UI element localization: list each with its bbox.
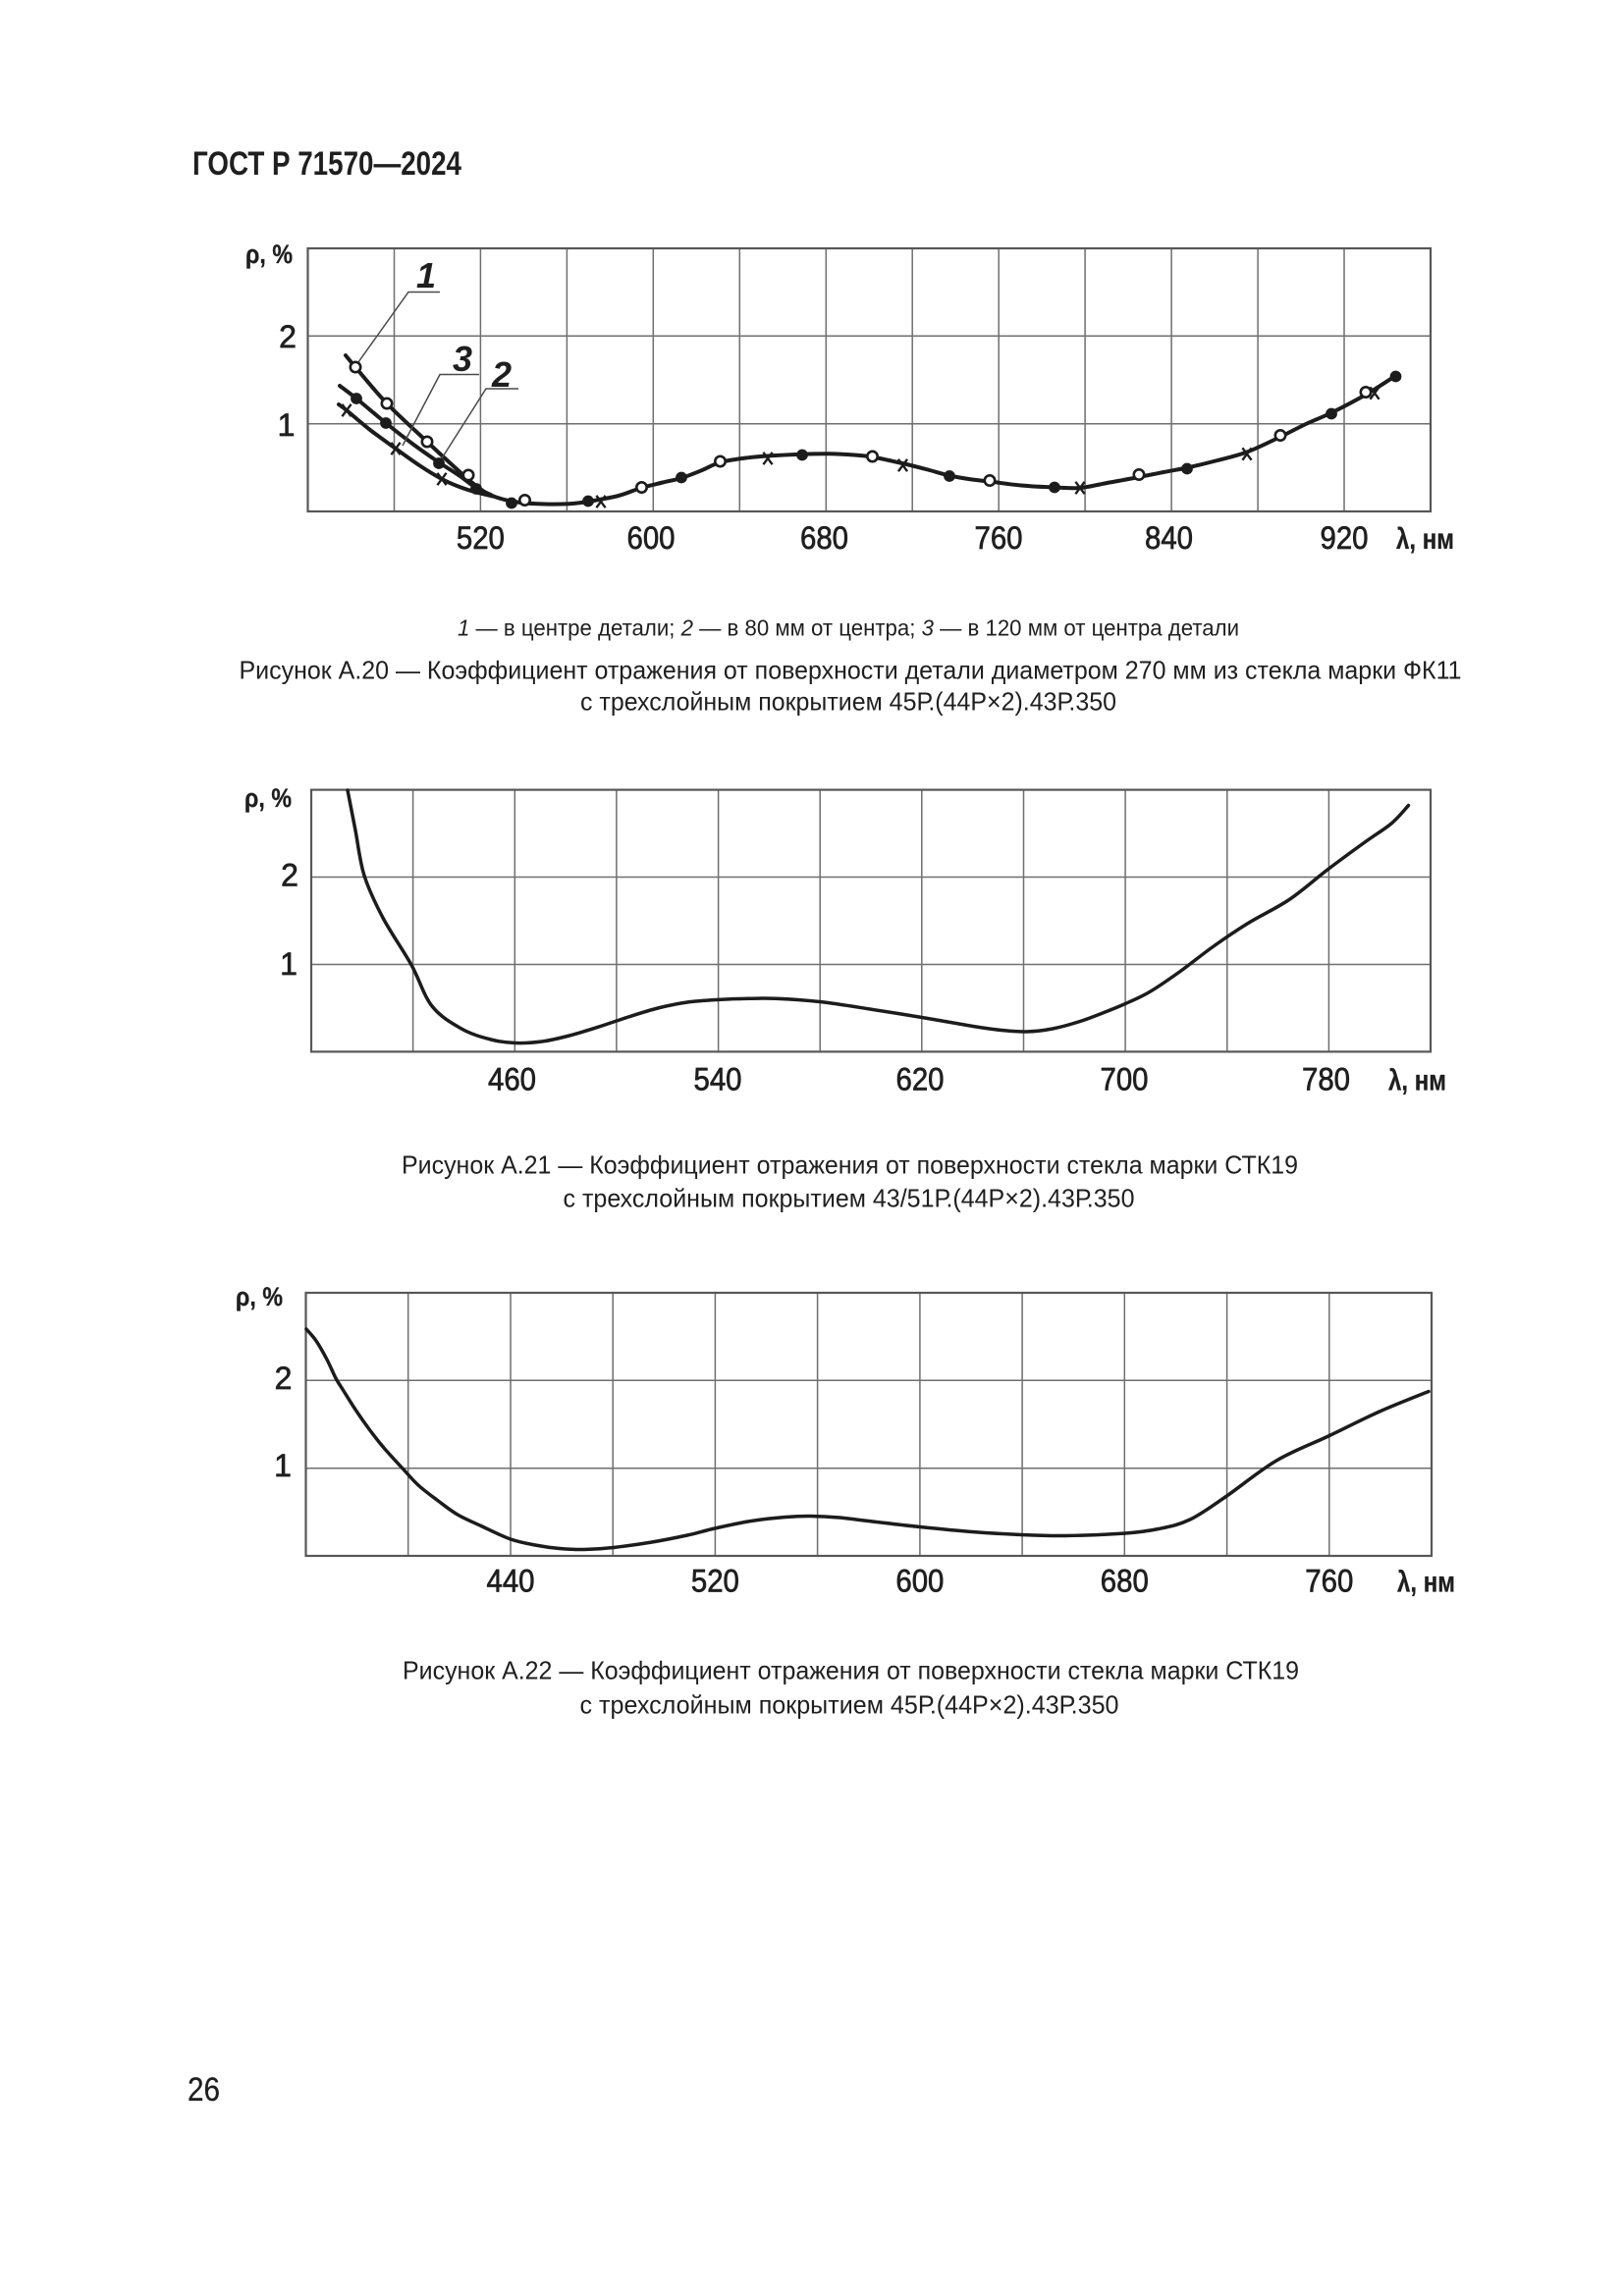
svg-text:1 — в центре детали; 2 — в 80: 1 — в центре детали; 2 — в 80 мм от цент… (458, 615, 1239, 641)
svg-text:1: 1 (416, 255, 436, 295)
svg-text:с трехслойным покрытием 45Р.(4: с трехслойным покрытием 45Р.(44Р×2).43Р.… (580, 687, 1116, 717)
svg-text:с трехслойным покрытием 45Р.(4: с трехслойным покрытием 45Р.(44Р×2).43Р.… (580, 1690, 1119, 1720)
svg-text:ρ, %: ρ, % (236, 1282, 283, 1311)
svg-text:440: 440 (487, 1564, 535, 1599)
svg-text:520: 520 (457, 520, 505, 556)
svg-text:2: 2 (491, 354, 512, 395)
svg-text:2: 2 (275, 1361, 293, 1396)
svg-text:600: 600 (627, 520, 676, 556)
svg-text:620: 620 (896, 1062, 945, 1097)
svg-text:1: 1 (280, 946, 298, 982)
svg-text:Рисунок А.22 — Коэффициент отр: Рисунок А.22 — Коэффициент отражения от … (403, 1656, 1299, 1685)
svg-text:λ, нм: λ, нм (1388, 1065, 1446, 1097)
svg-text:λ, нм: λ, нм (1396, 523, 1454, 556)
svg-text:760: 760 (975, 520, 1023, 556)
svg-text:λ, нм: λ, нм (1397, 1567, 1455, 1599)
svg-text:460: 460 (488, 1062, 536, 1097)
svg-text:600: 600 (895, 1564, 944, 1599)
svg-text:1: 1 (278, 407, 296, 443)
svg-text:1: 1 (274, 1448, 292, 1483)
svg-text:26: 26 (188, 2071, 220, 2109)
svg-text:ρ, %: ρ, % (245, 240, 293, 269)
svg-text:с трехслойным покрытием 43/51Р: с трехслойным покрытием 43/51Р.(44Р×2).4… (564, 1184, 1135, 1213)
svg-text:540: 540 (694, 1062, 742, 1097)
svg-text:760: 760 (1305, 1564, 1353, 1599)
svg-text:840: 840 (1145, 520, 1193, 556)
svg-text:700: 700 (1101, 1062, 1149, 1097)
svg-text:3: 3 (453, 339, 472, 379)
svg-text:Рисунок А.21 — Коэффициент отр: Рисунок А.21 — Коэффициент отражения от … (402, 1150, 1298, 1180)
svg-text:520: 520 (691, 1564, 739, 1599)
svg-text:920: 920 (1321, 520, 1369, 556)
svg-text:680: 680 (800, 520, 848, 556)
svg-text:2: 2 (279, 319, 297, 354)
svg-text:ГОСТ Р 71570—2024: ГОСТ Р 71570—2024 (192, 145, 461, 183)
svg-text:Рисунок А.20 — Коэффициент отр: Рисунок А.20 — Коэффициент отражения от … (240, 656, 1462, 685)
svg-text:780: 780 (1302, 1062, 1350, 1097)
svg-text:2: 2 (281, 858, 298, 893)
svg-text:680: 680 (1101, 1564, 1149, 1599)
svg-text:ρ, %: ρ, % (244, 783, 292, 813)
